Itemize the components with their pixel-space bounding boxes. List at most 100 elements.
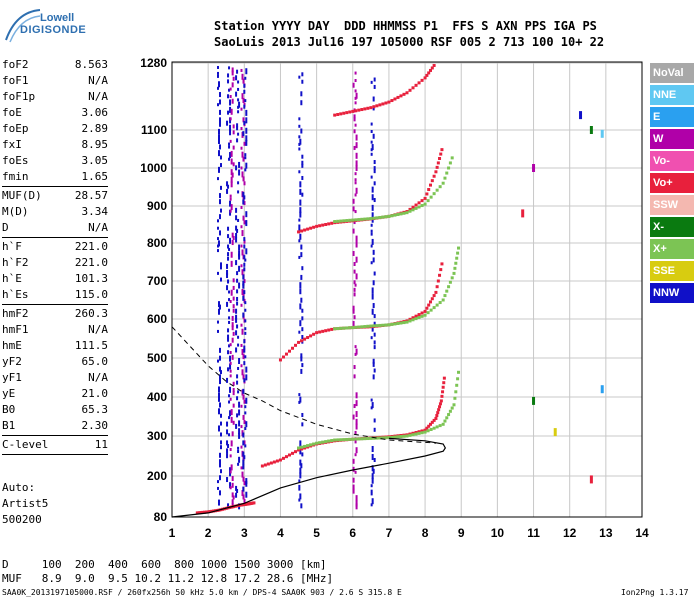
noise-mark xyxy=(300,503,303,509)
trace-point xyxy=(375,324,379,328)
noise-mark xyxy=(227,226,230,231)
noise-mark xyxy=(240,466,243,470)
trace-point xyxy=(435,285,439,289)
noise-mark xyxy=(226,477,229,483)
trace-point xyxy=(357,108,361,112)
noise-mark xyxy=(301,422,304,427)
trace-point xyxy=(206,510,210,514)
noise-mark xyxy=(238,161,241,168)
noise-mark xyxy=(240,225,243,229)
noise-mark xyxy=(238,282,241,289)
stray-point xyxy=(532,164,536,172)
noise-mark xyxy=(355,392,358,399)
trace-point xyxy=(309,226,313,230)
noise-mark xyxy=(217,177,219,181)
noise-mark xyxy=(236,324,239,329)
noise-mark xyxy=(300,463,303,469)
noise-mark xyxy=(298,487,301,491)
trace-point xyxy=(333,220,337,224)
noise-mark xyxy=(243,298,246,303)
param-value: 11 xyxy=(94,438,108,451)
noise-mark xyxy=(373,321,376,326)
noise-mark xyxy=(300,252,303,258)
noise-mark xyxy=(235,347,238,353)
trace-point xyxy=(378,323,382,327)
noise-mark xyxy=(228,400,231,404)
trace-point xyxy=(339,112,343,116)
trace-point xyxy=(321,440,325,444)
param-key: h`Es xyxy=(2,288,29,301)
trace-point xyxy=(263,463,267,467)
trace-point xyxy=(438,273,442,277)
noise-mark xyxy=(228,247,231,251)
noise-mark xyxy=(238,253,241,260)
noise-mark xyxy=(229,470,232,474)
noise-mark xyxy=(245,374,248,381)
param-key: hmF2 xyxy=(2,307,29,320)
noise-mark xyxy=(227,367,230,372)
noise-mark xyxy=(227,328,230,333)
trace-point xyxy=(333,327,337,331)
trace-point xyxy=(204,510,208,514)
trace-point xyxy=(284,352,288,356)
trace-point xyxy=(440,394,444,398)
noise-mark xyxy=(227,184,230,189)
trace-point xyxy=(393,213,397,217)
trace-point xyxy=(435,414,439,418)
noise-mark xyxy=(219,374,221,380)
noise-mark xyxy=(219,490,221,496)
noise-mark xyxy=(299,440,302,447)
noise-mark xyxy=(235,75,238,81)
trace-point xyxy=(405,434,409,438)
noise-mark xyxy=(229,209,232,213)
noise-mark xyxy=(219,117,221,123)
noise-mark xyxy=(231,232,234,238)
noise-mark xyxy=(230,464,233,471)
param-value: N/A xyxy=(88,90,108,103)
noise-mark xyxy=(353,280,356,285)
noise-mark xyxy=(371,238,374,245)
trace-point xyxy=(441,181,445,185)
noise-mark xyxy=(230,440,233,447)
stray-point xyxy=(579,111,583,120)
noise-mark xyxy=(242,274,245,280)
trace-point xyxy=(357,437,361,441)
noise-mark xyxy=(301,160,304,165)
noise-mark xyxy=(227,110,230,115)
trace-point xyxy=(390,435,394,439)
trace-point xyxy=(430,297,434,301)
noise-mark xyxy=(300,128,303,134)
noise-mark xyxy=(232,145,235,150)
noise-mark xyxy=(219,109,221,115)
param-key: C-level xyxy=(2,438,49,451)
noise-mark xyxy=(373,271,376,276)
noise-mark xyxy=(217,480,219,484)
trace-point xyxy=(309,334,313,338)
trace-point xyxy=(414,430,418,434)
noise-mark xyxy=(231,337,234,343)
trace-point xyxy=(429,308,433,312)
noise-mark xyxy=(229,197,232,201)
noise-mark xyxy=(219,402,221,408)
noise-mark xyxy=(236,69,239,74)
trace-point xyxy=(417,201,421,205)
trace-point xyxy=(360,437,364,441)
noise-mark xyxy=(243,498,246,503)
trace-point xyxy=(405,211,409,215)
noise-mark xyxy=(229,363,232,370)
trace-point xyxy=(438,402,442,406)
noise-mark xyxy=(238,244,241,251)
trace-point xyxy=(432,418,436,422)
noise-mark xyxy=(237,462,240,466)
trace-point xyxy=(438,185,442,189)
noise-mark xyxy=(220,185,222,190)
trace-point xyxy=(417,431,421,435)
noise-mark xyxy=(355,411,358,418)
noise-mark xyxy=(240,146,243,150)
noise-mark xyxy=(236,289,239,294)
trace-point xyxy=(456,251,460,255)
param-key: M(D) xyxy=(2,205,29,218)
header-row-values: SaoLuis 2013 Jul16 197 105000 RSF 005 2 … xyxy=(214,35,605,49)
noise-mark xyxy=(227,94,230,99)
x-tick-label: 7 xyxy=(386,526,393,540)
